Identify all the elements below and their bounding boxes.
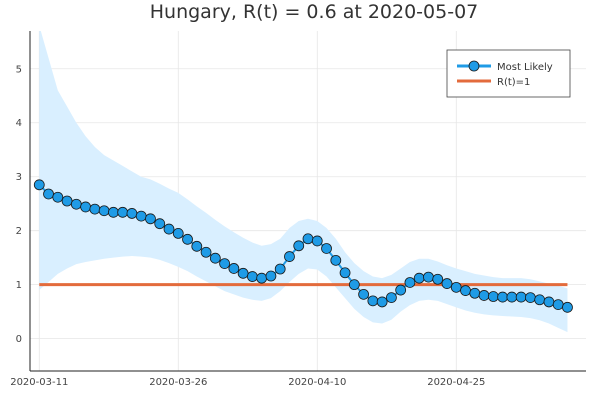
confidence-band	[39, 31, 568, 333]
data-point	[274, 263, 286, 275]
data-point	[43, 188, 54, 200]
data-point	[302, 233, 314, 245]
data-point	[52, 191, 64, 203]
y-tick-label: 5	[16, 64, 22, 75]
data-point	[460, 285, 471, 296]
data-point	[525, 292, 536, 304]
x-tick-label: 2020-04-25	[427, 377, 485, 388]
data-point	[423, 271, 434, 283]
data-point	[284, 251, 295, 262]
data-point	[70, 198, 82, 210]
legend-box	[446, 49, 571, 98]
data-point	[246, 271, 258, 282]
data-point	[126, 208, 138, 219]
data-point	[117, 206, 129, 218]
data-point	[339, 267, 351, 279]
axes: 0 1 2 3 4 5 2020-03-11 2020-03-26 2020-04-10 2020…	[10, 31, 586, 388]
data-point	[219, 258, 231, 270]
legend: Most Likely R(t)=1	[446, 49, 571, 98]
data-point	[543, 296, 555, 308]
data-point	[182, 233, 193, 245]
data-point	[61, 195, 73, 207]
legend-label-rt1: R(t)=1	[497, 77, 530, 88]
data-point	[80, 201, 91, 213]
x-tick-label: 2020-04-10	[288, 377, 346, 388]
data-point	[108, 206, 119, 218]
data-point	[450, 281, 462, 293]
data-point	[562, 301, 573, 313]
x-tick-label: 2020-03-11	[10, 377, 68, 388]
data-point	[515, 291, 527, 303]
data-point	[154, 218, 166, 230]
data-point	[33, 179, 45, 191]
legend-marker-most-likely	[468, 60, 480, 72]
y-tick-label: 2	[16, 226, 22, 237]
data-point	[228, 263, 240, 274]
y-tick-label: 0	[16, 334, 22, 345]
data-point	[293, 240, 305, 252]
data-point	[376, 296, 388, 308]
data-point	[497, 291, 509, 303]
x-tick-label: 2020-03-26	[149, 377, 207, 388]
data-point	[200, 246, 212, 258]
chart-title: Hungary, R(t) = 0.6 at 2020-05-07	[150, 1, 479, 23]
data-point	[478, 290, 490, 301]
data-point	[367, 295, 379, 307]
data-point	[404, 277, 416, 288]
data-point	[348, 279, 360, 291]
data-point	[395, 284, 407, 296]
data-point	[469, 287, 481, 299]
data-point	[135, 210, 147, 222]
data-point	[358, 288, 370, 300]
data-point	[89, 203, 101, 215]
y-tick-label: 4	[16, 118, 22, 129]
data-point	[534, 294, 546, 306]
data-point	[256, 272, 268, 284]
data-point	[172, 227, 184, 239]
data-point	[506, 291, 518, 303]
data-point	[432, 273, 444, 285]
legend-label-most-likely: Most Likely	[497, 62, 553, 73]
y-tick-label: 3	[16, 172, 22, 183]
data-point	[98, 205, 110, 217]
data-point	[385, 292, 397, 304]
data-point	[413, 272, 425, 284]
confidence-band-area	[39, 31, 568, 333]
data-point	[552, 299, 564, 311]
data-point	[163, 223, 175, 235]
data-point	[237, 267, 249, 279]
data-point	[321, 243, 332, 254]
y-tick-label: 1	[16, 280, 22, 291]
data-point	[487, 291, 499, 302]
data-point	[311, 235, 323, 247]
data-point	[145, 213, 156, 225]
data-point	[330, 254, 342, 266]
data-point	[191, 240, 203, 252]
data-point	[209, 252, 221, 264]
most-likely-series	[33, 179, 573, 313]
data-point	[441, 278, 453, 289]
data-point	[265, 270, 277, 282]
